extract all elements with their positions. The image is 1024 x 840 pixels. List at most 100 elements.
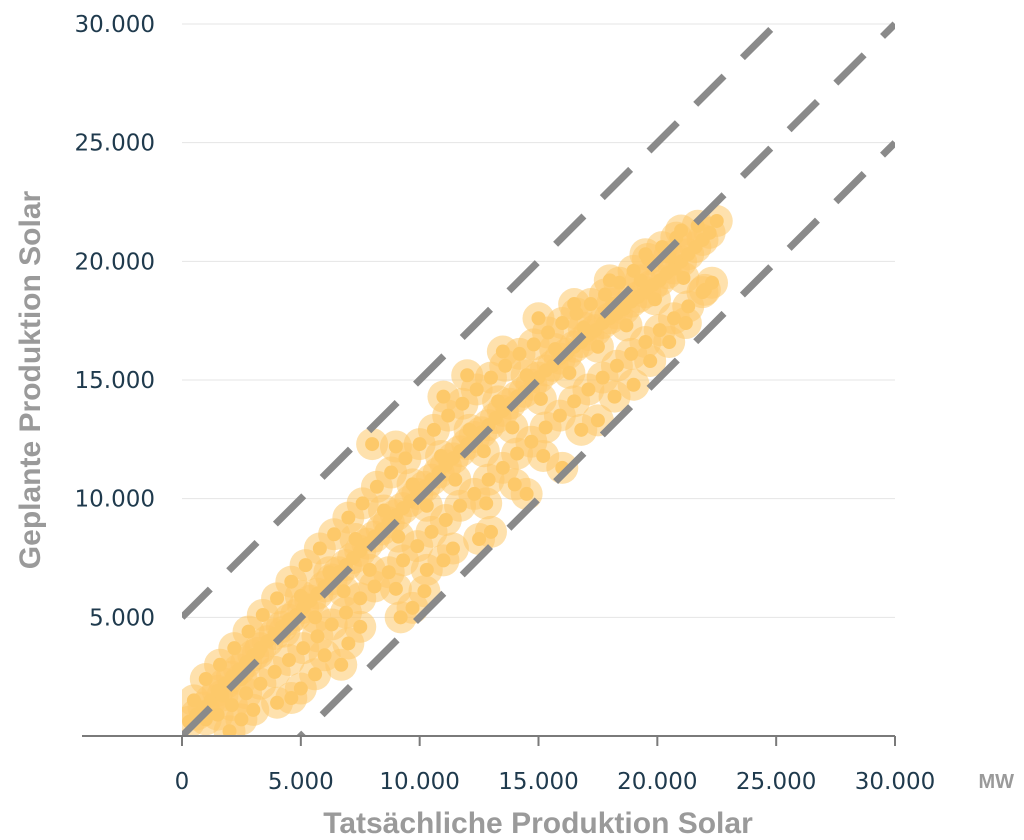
point-181 [436, 389, 451, 404]
point-94 [455, 396, 470, 411]
point-116 [296, 641, 311, 656]
point-214 [445, 541, 460, 556]
point-137 [595, 370, 610, 385]
point-221 [678, 316, 693, 331]
point-150 [293, 588, 308, 603]
point-143 [681, 299, 696, 314]
point-189 [317, 648, 332, 663]
x-tick-label-1: 5.000 [268, 769, 334, 795]
point-136 [581, 382, 596, 397]
point-98 [512, 346, 527, 361]
point-135 [567, 394, 582, 409]
point-167 [533, 391, 548, 406]
point-100 [541, 325, 556, 340]
point-142 [666, 311, 681, 326]
point-117 [310, 629, 325, 644]
point-163 [476, 444, 491, 459]
point-156 [377, 503, 392, 518]
point-179 [365, 437, 380, 452]
point-201 [293, 681, 308, 696]
point-222 [704, 275, 719, 290]
point-124 [410, 539, 425, 554]
point-130 [495, 460, 510, 475]
point-125 [424, 524, 439, 539]
point-207 [222, 724, 237, 736]
point-151 [308, 610, 323, 625]
point-90 [398, 451, 413, 466]
point-174 [633, 273, 648, 288]
point-141 [652, 323, 667, 338]
point-198 [626, 377, 641, 392]
x-tick-label-4: 20.000 [617, 769, 697, 795]
point-154 [348, 532, 363, 547]
point-192 [436, 553, 451, 568]
tick-labels: 0 5.000 10.000 15.000 20.000 25.000 30.000 5.00… [75, 12, 936, 795]
point-85 [327, 527, 342, 542]
point-99 [526, 337, 541, 352]
point-194 [483, 524, 498, 539]
point-118 [324, 617, 339, 632]
point-175 [647, 292, 662, 307]
point-112 [239, 686, 254, 701]
point-202 [308, 667, 323, 682]
point-114 [267, 664, 282, 679]
point-213 [419, 562, 434, 577]
point-81 [270, 591, 285, 606]
point-3 [203, 693, 218, 708]
point-79 [241, 624, 256, 639]
point-195 [519, 486, 534, 501]
point-139 [624, 346, 639, 361]
point-216 [507, 477, 522, 492]
point-91 [412, 437, 427, 452]
reference-line-1 [182, 21, 895, 736]
point-188 [674, 223, 689, 238]
point-133 [538, 420, 553, 435]
point-93 [441, 408, 456, 423]
point-158 [405, 477, 420, 492]
point-217 [536, 448, 551, 463]
point-122 [381, 565, 396, 580]
y-tick-label-3: 20.000 [75, 249, 155, 275]
point-146 [215, 688, 230, 703]
point-220 [643, 354, 658, 369]
point-123 [396, 553, 411, 568]
point-199 [662, 335, 677, 350]
point-170 [576, 320, 591, 335]
point-134 [552, 408, 567, 423]
point-82 [284, 574, 299, 589]
reference-lines [182, 20, 895, 736]
point-152 [322, 565, 337, 580]
point-204 [341, 636, 356, 651]
point-157 [391, 529, 406, 544]
point-129 [481, 472, 496, 487]
point-101 [555, 316, 570, 331]
point-162 [462, 422, 477, 437]
point-215 [479, 496, 494, 511]
point-86 [341, 510, 356, 525]
point-159 [419, 498, 434, 513]
point-78 [227, 641, 242, 656]
y-tick-label-4: 25.000 [75, 131, 155, 157]
point-218 [574, 422, 589, 437]
point-77 [213, 657, 228, 672]
point-128 [467, 486, 482, 501]
point-96 [483, 370, 498, 385]
point-89 [384, 465, 399, 480]
y-tick-label-5: 30.000 [75, 12, 155, 38]
point-119 [338, 605, 353, 620]
point-126 [438, 513, 453, 528]
point-138 [609, 358, 624, 373]
point-131 [510, 446, 525, 461]
point-97 [498, 358, 513, 373]
x-axis-unit: MW [978, 771, 1014, 793]
point-180 [388, 439, 403, 454]
point-148 [251, 645, 266, 660]
point-173 [619, 318, 634, 333]
point-206 [417, 584, 432, 599]
y-tick-label-1: 10.000 [75, 487, 155, 513]
x-axis-title: Tatsächliche Produktion Solar [323, 807, 753, 840]
point-168 [548, 342, 563, 357]
point-76 [198, 672, 213, 687]
point-197 [590, 413, 605, 428]
y-tick-label-0: 5.000 [89, 605, 155, 631]
